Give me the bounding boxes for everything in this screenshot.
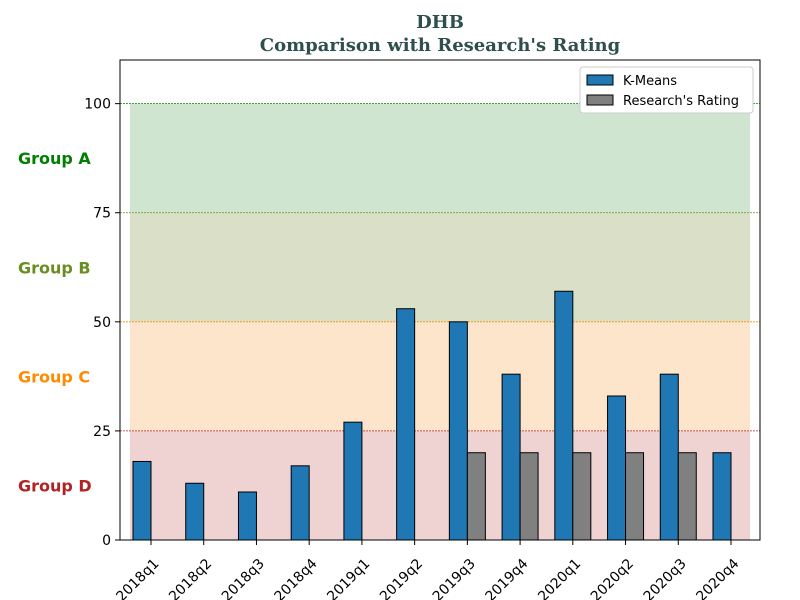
x-tick-label-2020q2: 2020q2 bbox=[588, 556, 637, 600]
bar-research-2019q4 bbox=[519, 452, 539, 541]
bar-research-2020q1 bbox=[572, 452, 592, 541]
y-tick-label-75: 75 bbox=[93, 206, 111, 222]
chart-subtitle: Comparison with Research's Rating bbox=[259, 35, 621, 56]
legend-swatch-0 bbox=[586, 74, 614, 86]
bar-kmeans-2020q2 bbox=[607, 395, 627, 541]
bar-kmeans-2018q3 bbox=[237, 491, 257, 541]
y-tick-label-0: 0 bbox=[102, 533, 111, 549]
y-tick-label-100: 100 bbox=[84, 97, 111, 113]
bar-kmeans-2018q4 bbox=[290, 465, 310, 541]
y-tick-label-25: 25 bbox=[93, 424, 111, 440]
x-tick-label-2020q3: 2020q3 bbox=[641, 556, 690, 600]
bar-kmeans-2018q1 bbox=[132, 460, 152, 541]
plot-frame bbox=[119, 59, 761, 541]
x-tick-label-2020q4: 2020q4 bbox=[693, 556, 742, 600]
x-tick-label-2018q2: 2018q2 bbox=[166, 556, 215, 600]
bar-kmeans-2018q2 bbox=[185, 482, 205, 541]
bar-research-2020q2 bbox=[625, 452, 645, 541]
x-tick-label-2018q3: 2018q3 bbox=[219, 556, 268, 600]
x-tick-label-2018q4: 2018q4 bbox=[272, 556, 321, 600]
bar-research-2020q3 bbox=[677, 452, 697, 541]
band-group-d bbox=[130, 430, 750, 540]
bar-kmeans-2020q4 bbox=[712, 452, 732, 541]
band-group-c bbox=[130, 321, 750, 431]
band-group-a bbox=[130, 103, 750, 213]
bar-kmeans-2019q4 bbox=[501, 373, 521, 541]
legend-box bbox=[579, 66, 754, 114]
bar-kmeans-2019q1 bbox=[343, 421, 363, 541]
band-group-b bbox=[130, 212, 750, 322]
x-tick-label-2019q1: 2019q1 bbox=[324, 556, 373, 600]
y-tick-label-50: 50 bbox=[93, 315, 111, 331]
group-label-group-b: Group B bbox=[18, 258, 91, 277]
x-tick-label-2019q2: 2019q2 bbox=[377, 556, 426, 600]
bar-research-2019q3 bbox=[466, 452, 486, 541]
bar-kmeans-2020q3 bbox=[659, 373, 679, 541]
x-tick-label-2019q3: 2019q3 bbox=[430, 556, 479, 600]
bar-kmeans-2019q3 bbox=[448, 321, 468, 541]
group-label-group-c: Group C bbox=[18, 367, 90, 386]
legend-swatch-1 bbox=[586, 94, 614, 106]
x-tick-label-2018q1: 2018q1 bbox=[113, 556, 162, 600]
legend-label-0: K-Means bbox=[623, 74, 677, 89]
group-label-group-a: Group A bbox=[18, 149, 91, 168]
chart-title: DHB bbox=[416, 12, 464, 33]
bar-kmeans-2020q1 bbox=[554, 290, 574, 541]
bar-kmeans-2019q2 bbox=[396, 308, 416, 541]
x-tick-label-2019q4: 2019q4 bbox=[482, 556, 531, 600]
group-label-group-d: Group D bbox=[18, 476, 92, 495]
legend-label-1: Research's Rating bbox=[623, 94, 739, 109]
x-tick-label-2020q1: 2020q1 bbox=[535, 556, 584, 600]
